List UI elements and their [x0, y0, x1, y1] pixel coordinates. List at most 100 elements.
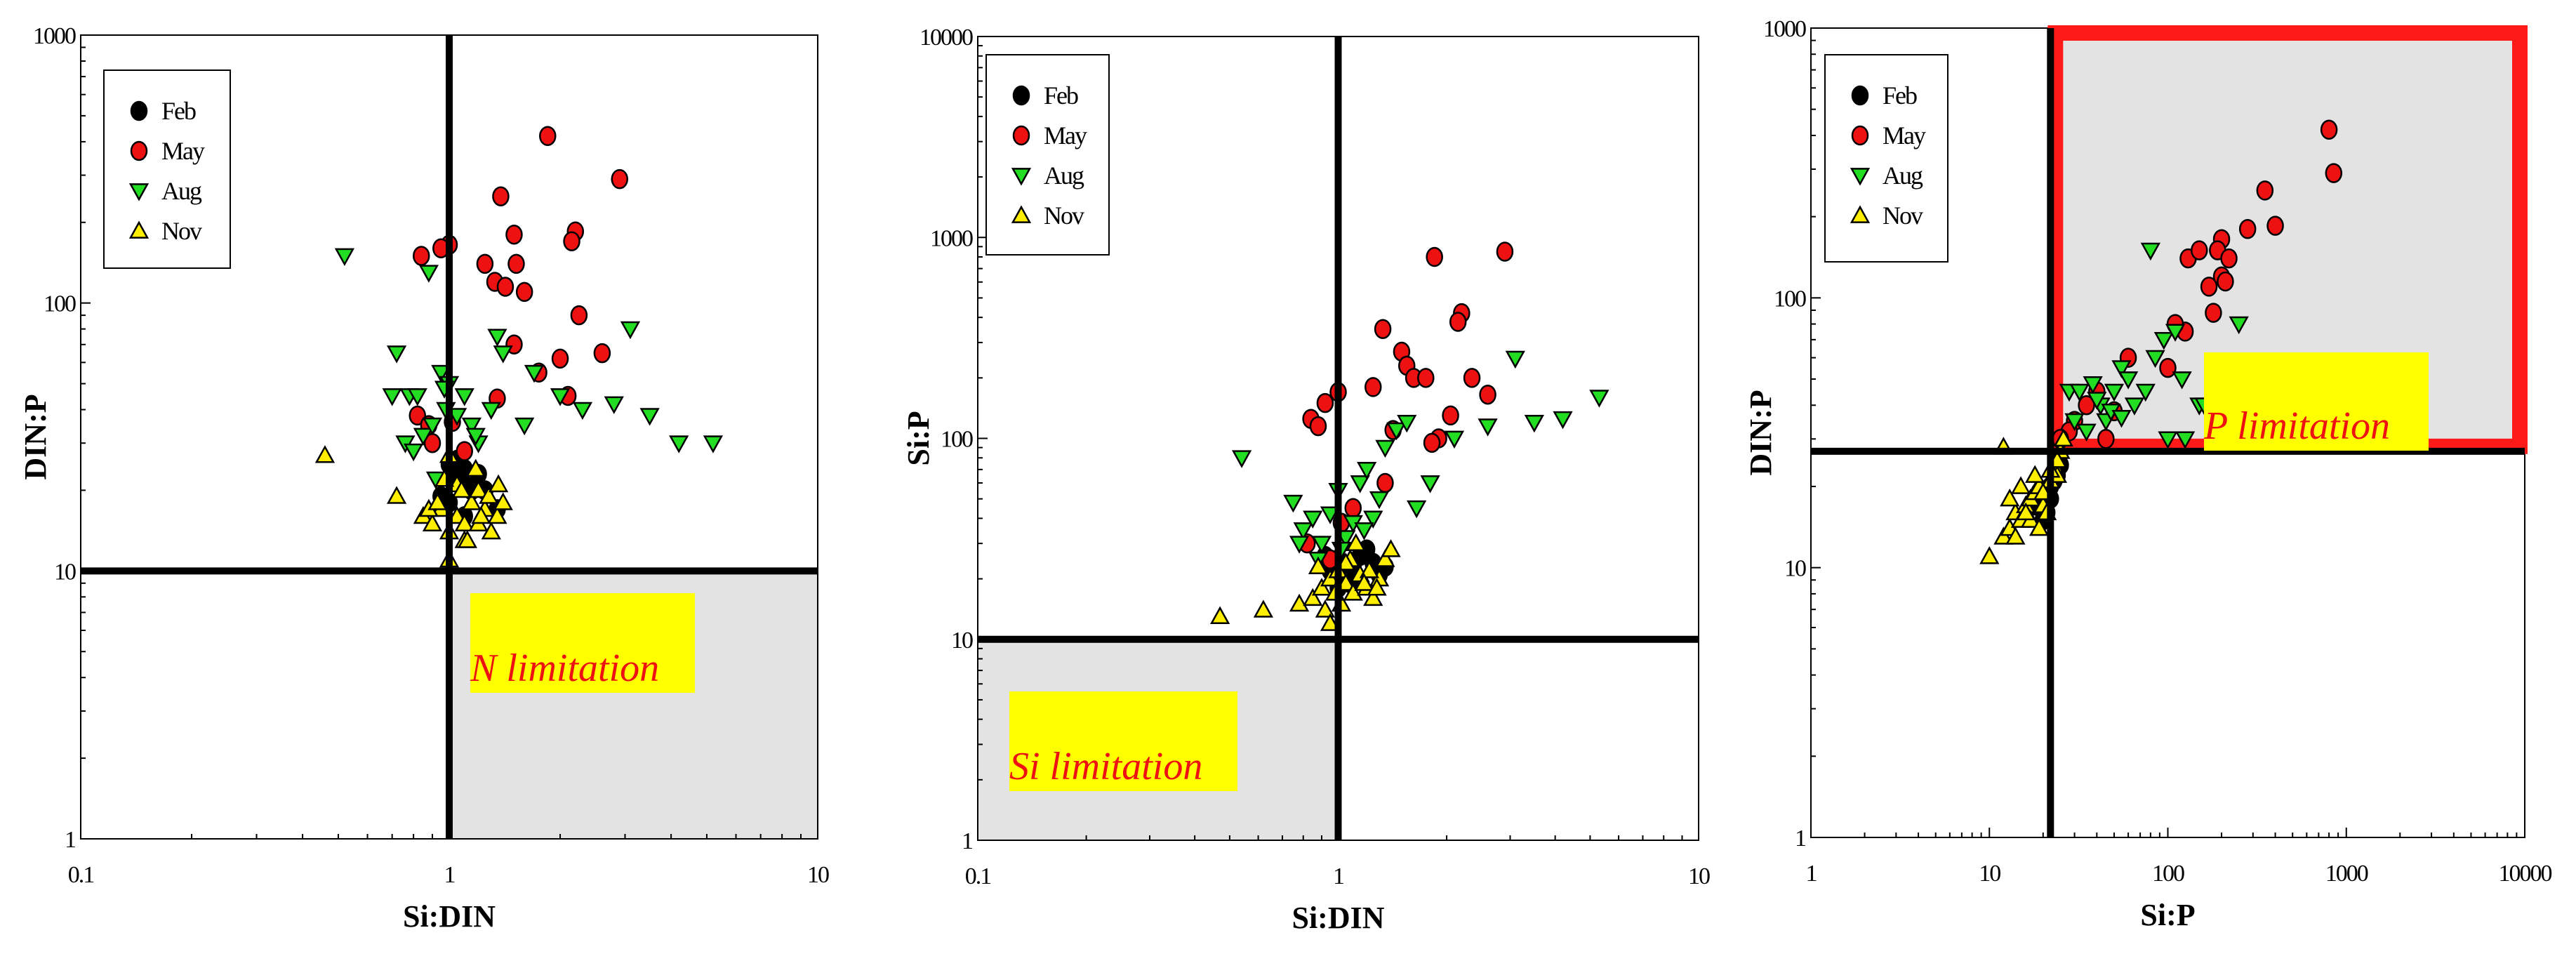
data-point-may [496, 277, 514, 297]
data-point-aug [465, 427, 486, 446]
data-point-nov [1289, 593, 1310, 612]
data-point-may [1344, 498, 1362, 519]
data-point-aug [2158, 431, 2178, 449]
x-tick-label: 10000 [2499, 861, 2552, 887]
legend-label-may: May [161, 137, 205, 165]
data-point-aug [431, 364, 451, 383]
legend-marker-aug [1011, 168, 1032, 186]
data-point-aug [1444, 430, 1465, 449]
data-point-nov [2053, 428, 2073, 447]
data-point-aug [1231, 450, 1252, 468]
x-tick-label: 10 [807, 862, 829, 888]
data-point-may [492, 186, 510, 207]
data-point-aug [703, 435, 724, 453]
y-tick-label: 10 [1784, 556, 1806, 582]
y-tick-label: 100 [941, 427, 973, 453]
data-point-may [1449, 312, 1467, 332]
data-point-aug [1553, 411, 1573, 430]
data-point-aug [1420, 475, 1440, 493]
data-point-nov [2025, 465, 2045, 483]
legend-box [103, 69, 231, 269]
data-point-nov [493, 492, 513, 510]
legend-marker-may [1012, 125, 1030, 146]
data-point-may [456, 441, 473, 461]
data-point-nov [422, 513, 443, 531]
data-point-aug [1505, 350, 1525, 369]
y-axis-label: Si:P [901, 411, 936, 465]
data-point-nov [468, 479, 489, 498]
data-point-aug [2076, 423, 2097, 442]
data-point-may [2097, 429, 2115, 449]
data-point-nov [488, 474, 509, 493]
legend-label-feb: Feb [161, 97, 196, 125]
data-point-nov [487, 505, 507, 524]
data-point-aug [2064, 413, 2085, 432]
y-tick-label: 1000 [1763, 16, 1806, 42]
data-point-may [563, 231, 580, 251]
data-point-aug [1303, 510, 1323, 529]
x-tick-label: 100 [2152, 861, 2184, 887]
legend-label-nov: Nov [1883, 201, 1923, 230]
data-point-aug [669, 435, 689, 453]
data-point-may [1463, 368, 1481, 388]
data-point-aug [413, 427, 434, 446]
data-point-nov [1346, 533, 1366, 552]
data-point-aug [2135, 383, 2156, 402]
data-point-aug [407, 388, 427, 406]
data-point-aug [2118, 371, 2139, 390]
y-tick-label: 1 [962, 828, 972, 854]
data-point-may [476, 253, 494, 274]
data-point-aug [1357, 461, 1377, 480]
data-point-aug [1397, 414, 1417, 433]
data-point-may [2325, 163, 2343, 183]
x-axis-label: Si:DIN [1292, 901, 1384, 935]
data-point-may [539, 126, 557, 147]
legend-marker-feb [1851, 85, 1869, 106]
data-point-aug [1354, 522, 1374, 541]
data-point-may [1316, 392, 1334, 413]
data-point-nov [1367, 578, 1387, 596]
data-point-may [2256, 180, 2274, 201]
data-point-nov [1979, 546, 2000, 564]
data-point-nov [1354, 573, 1374, 591]
data-point-nov [1359, 560, 1379, 578]
data-point-may [1376, 472, 1394, 493]
data-point-aug [403, 443, 424, 462]
data-point-nov [465, 458, 486, 477]
data-point-nov [1375, 549, 1395, 567]
legend-box [985, 54, 1110, 256]
data-point-nov [1993, 526, 2014, 545]
data-point-nov [479, 486, 499, 504]
data-point-aug [382, 388, 402, 406]
data-point-may [551, 348, 569, 369]
data-point-may [1365, 377, 1382, 397]
data-point-aug [2087, 392, 2107, 410]
y-tick-label: 1 [65, 827, 75, 853]
data-point-aug [2165, 324, 2186, 342]
y-tick-label: 10 [54, 559, 76, 585]
data-point-aug [2140, 242, 2160, 261]
data-point-nov [1303, 588, 1323, 606]
data-point-may [2320, 119, 2338, 140]
data-point-aug [454, 388, 474, 406]
data-point-may [2200, 277, 2218, 297]
data-point-aug [1311, 536, 1332, 554]
data-point-aug [1478, 418, 1498, 437]
data-point-aug [1375, 439, 1395, 458]
data-point-aug [2175, 431, 2196, 449]
x-tick-label: 0.1 [68, 862, 94, 888]
limitation-label-box [1009, 691, 1237, 791]
legend-label-nov: Nov [161, 217, 202, 245]
data-point-may [1496, 241, 1514, 262]
legend-label-aug: Aug [161, 177, 202, 205]
x-tick-label: 10 [1688, 863, 1710, 889]
data-point-aug [1289, 536, 1310, 554]
data-point-nov [1363, 588, 1383, 606]
y-tick-label: 100 [44, 291, 76, 317]
legend-label-feb: Feb [1883, 81, 1917, 110]
data-point-nov [427, 492, 448, 510]
data-point-aug [422, 417, 443, 436]
data-point-may [1374, 319, 1392, 340]
data-point-may [2217, 271, 2234, 292]
